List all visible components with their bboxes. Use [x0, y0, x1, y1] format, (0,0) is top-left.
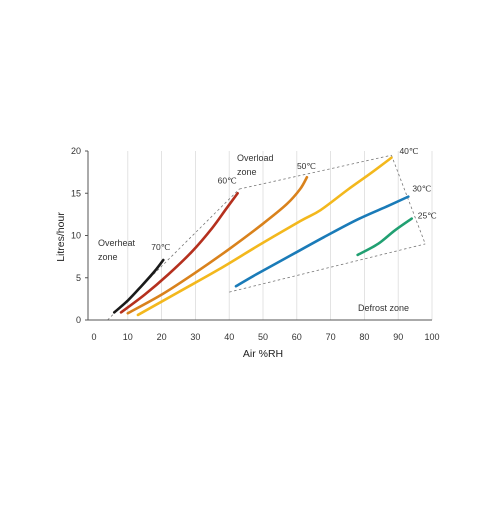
series-line-40c [136, 156, 393, 317]
x-tick-label-0: 0 [91, 332, 96, 342]
axes: 0 10 20 30 40 50 60 70 80 90 100 0 5 10 15 20 [71, 146, 440, 342]
x-tick-label-50: 50 [258, 332, 268, 342]
series-label-30c: 30℃ [412, 184, 431, 194]
y-tick-label-15: 15 [71, 188, 81, 198]
temperature-labels: 70℃ 60℃ 50℃ 40℃ 30℃ 25℃ [151, 146, 437, 252]
x-tick-label-90: 90 [393, 332, 403, 342]
series-line-25c [356, 217, 414, 257]
x-tick-label-10: 10 [123, 332, 133, 342]
series-label-70c: 70℃ [151, 242, 170, 252]
series-label-40c: 40℃ [399, 146, 418, 156]
y-tick-label-5: 5 [76, 273, 81, 283]
series-label-50c: 50℃ [297, 161, 316, 171]
series-line-50c [126, 175, 309, 315]
y-tick-label-20: 20 [71, 146, 81, 156]
zone-boundary-3 [391, 155, 426, 245]
x-axis-title: Air %RH [243, 348, 283, 360]
x-tick-label-80: 80 [359, 332, 369, 342]
x-tick-label-70: 70 [326, 332, 336, 342]
series-line-60c [119, 191, 239, 314]
x-tick-label-60: 60 [292, 332, 302, 342]
zone-boundary-2 [239, 154, 392, 190]
defrost-zone-label: Defrost zone [358, 303, 409, 313]
x-tick-label-20: 20 [157, 332, 167, 342]
zone-boundaries [107, 154, 426, 321]
y-tick-label-0: 0 [76, 315, 81, 325]
zone-annotations: Overheat zone Overload zone Defrost zone [98, 153, 409, 313]
series-line-70c [112, 258, 165, 314]
series-label-25c: 25℃ [418, 211, 437, 221]
overheat-zone-label-line2: zone [98, 252, 118, 262]
y-tick-label-10: 10 [71, 231, 81, 241]
overheat-zone-label-line1: Overheat [98, 238, 136, 248]
overload-zone-label-line2: zone [237, 167, 257, 177]
series-lines [112, 156, 414, 317]
grid [127, 151, 433, 320]
zone-boundary-4 [229, 243, 426, 293]
x-tick-label-40: 40 [224, 332, 234, 342]
y-axis-title: Litres/hour [55, 212, 67, 262]
series-label-60c: 60℃ [218, 175, 237, 185]
x-tick-label-30: 30 [190, 332, 200, 342]
series-line-30c [234, 195, 410, 288]
overload-zone-label-line1: Overload [237, 153, 274, 163]
x-tick-label-100: 100 [424, 332, 439, 342]
